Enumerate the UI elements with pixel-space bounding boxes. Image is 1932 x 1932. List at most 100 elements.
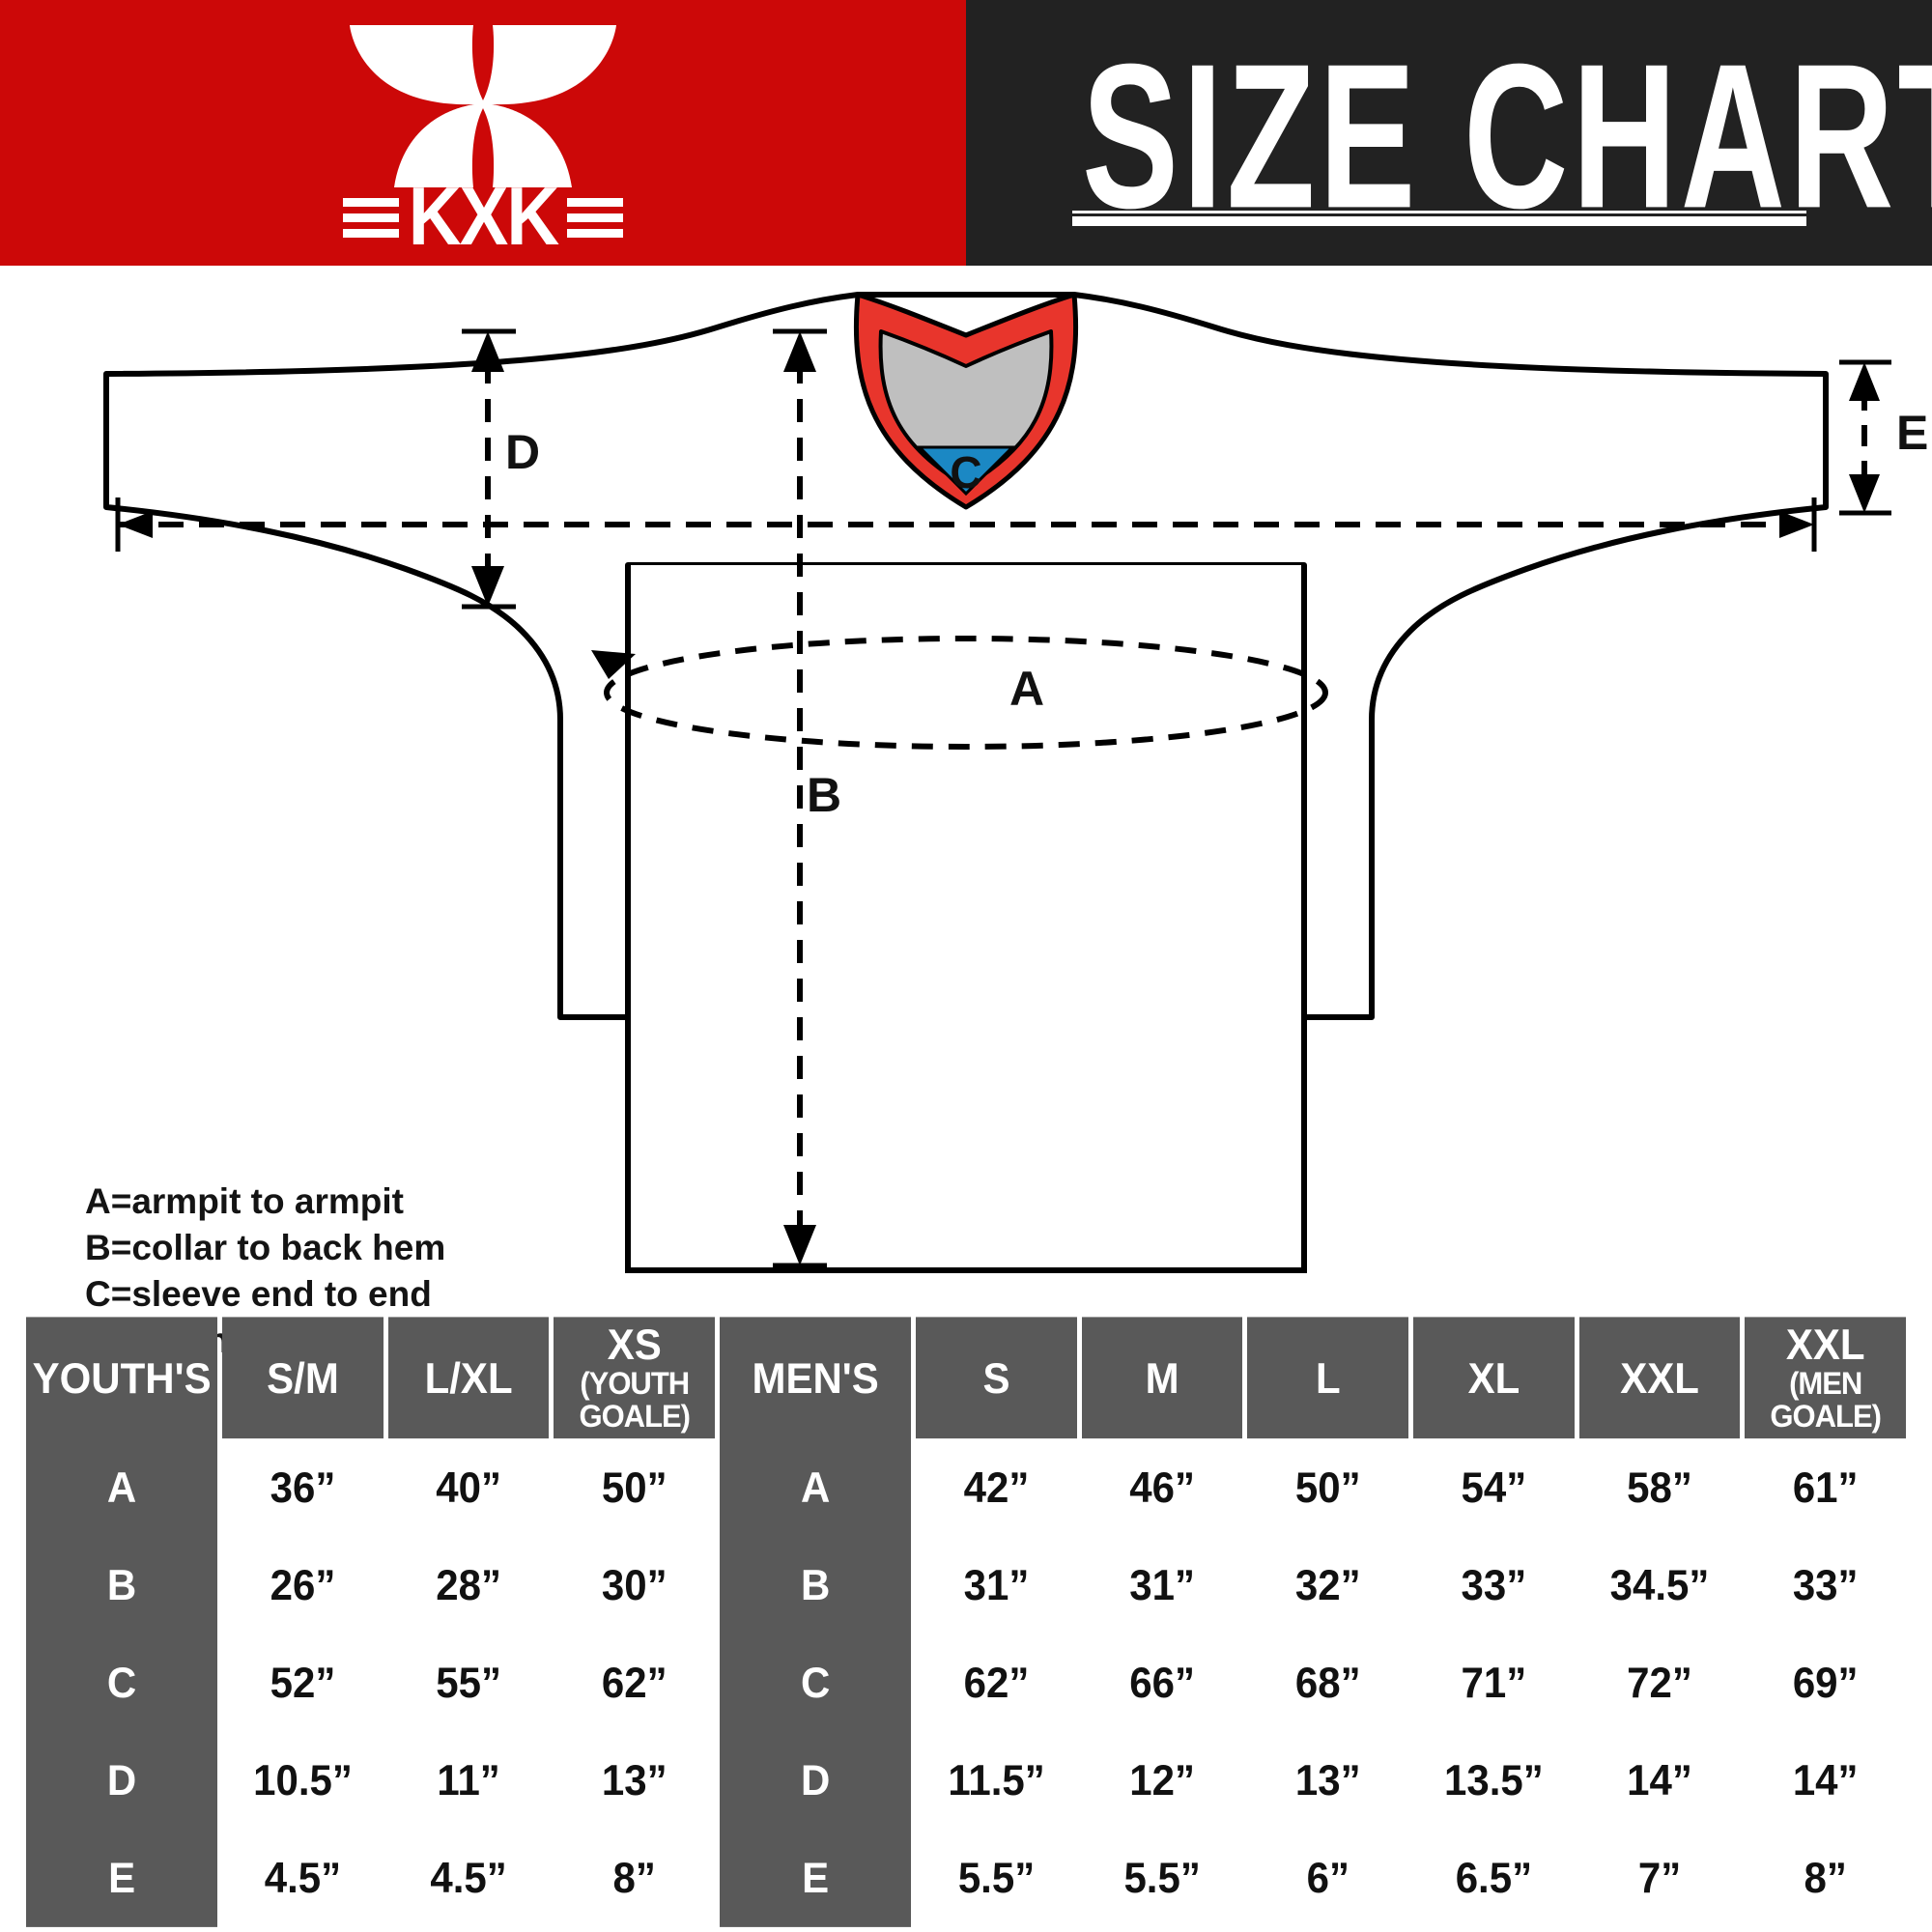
page-header: KXK SIZE CHART (0, 0, 1932, 266)
legend-line-a: A=armpit to armpit (85, 1181, 404, 1221)
table-row: E 4.5” 4.5” 8” E 5.5” 5.5” 6” 6.5” 7” 8” (26, 1829, 1906, 1927)
cell-mens-a-xxl-goale: 61” (1745, 1438, 1906, 1537)
marker-d: D (505, 425, 540, 479)
cell-mens-e-s: 5.5” (916, 1829, 1077, 1927)
cell-youth-c-lxl: 55” (387, 1634, 550, 1732)
cell-mens-e-l: 6” (1247, 1829, 1409, 1927)
cell-mens-e-xxl: 7” (1578, 1829, 1741, 1927)
cell-mens-a-s: 42” (916, 1438, 1077, 1537)
table-row: D 10.5” 11” 13” D 11.5” 12” 13” 13.5” 14… (26, 1731, 1906, 1830)
marker-c: C (950, 447, 981, 497)
row-label-mens-e: E (720, 1829, 912, 1927)
logo-wordmark: KXK (328, 176, 638, 258)
th-xxl: XXL (1578, 1317, 1741, 1440)
cell-youth-a-sm: 36” (222, 1438, 384, 1537)
title-panel: SIZE CHART (966, 0, 1932, 266)
hourglass-x-icon (328, 19, 638, 193)
cell-mens-b-l: 32” (1247, 1536, 1409, 1634)
cell-youth-b-xs: 30” (554, 1536, 716, 1634)
th-l: L (1247, 1317, 1409, 1440)
th-sm: S/M (222, 1317, 384, 1440)
size-table-wrap: YOUTH'S S/M L/XL XS (YOUTH GOALE) MEN'S … (21, 1316, 1911, 1929)
th-youths: YOUTH'S (26, 1317, 218, 1440)
cell-mens-e-xl: 6.5” (1413, 1829, 1575, 1927)
logo-bars-right (567, 197, 624, 238)
th-s: S (916, 1317, 1077, 1440)
cell-mens-b-xl: 33” (1413, 1536, 1575, 1634)
cell-mens-e-m: 5.5” (1081, 1829, 1243, 1927)
cell-youth-a-xs: 50” (554, 1438, 716, 1537)
cell-youth-c-xs: 62” (554, 1634, 716, 1732)
th-m: M (1081, 1317, 1243, 1440)
page-title: SIZE CHART (1082, 20, 1932, 251)
dim-a (591, 636, 1328, 750)
row-label-mens-c: C (720, 1634, 912, 1732)
dim-d (462, 328, 516, 610)
cell-youth-d-xs: 13” (554, 1731, 716, 1830)
th-lxl: L/XL (387, 1317, 550, 1440)
cell-youth-b-sm: 26” (222, 1536, 384, 1634)
marker-e: E (1896, 406, 1928, 460)
logo-text: KXK (408, 170, 559, 264)
cell-mens-a-xxl: 58” (1578, 1438, 1741, 1537)
marker-b: B (807, 768, 841, 822)
title-underline (1072, 211, 1806, 226)
row-label-youth-c: C (26, 1634, 218, 1732)
dim-c (115, 497, 1817, 552)
dim-b (773, 328, 827, 1268)
table-row: B 26” 28” 30” B 31” 31” 32” 33” 34.5” 33… (26, 1536, 1906, 1634)
marker-a: A (1009, 662, 1044, 716)
cell-youth-c-sm: 52” (222, 1634, 384, 1732)
cell-mens-a-xl: 54” (1413, 1438, 1575, 1537)
cell-mens-c-xxl: 72” (1578, 1634, 1741, 1732)
cell-mens-d-xl: 13.5” (1413, 1731, 1575, 1830)
row-label-mens-a: A (720, 1438, 912, 1537)
th-xs-youth-goale: XS (YOUTH GOALE) (554, 1317, 716, 1440)
cell-mens-a-l: 50” (1247, 1438, 1409, 1537)
cell-youth-d-lxl: 11” (387, 1731, 550, 1830)
row-label-youth-d: D (26, 1731, 218, 1830)
cell-mens-e-xxl-goale: 8” (1745, 1829, 1906, 1927)
th-xl: XL (1413, 1317, 1575, 1440)
cell-youth-b-lxl: 28” (387, 1536, 550, 1634)
logo-bars-left (342, 197, 399, 238)
cell-mens-c-xxl-goale: 69” (1745, 1634, 1906, 1732)
th-mens: MEN'S (720, 1317, 912, 1440)
cell-youth-a-lxl: 40” (387, 1438, 550, 1537)
cell-mens-b-m: 31” (1081, 1536, 1243, 1634)
cell-mens-c-xl: 71” (1413, 1634, 1575, 1732)
cell-mens-d-s: 11.5” (916, 1731, 1077, 1830)
table-row: C 52” 55” 62” C 62” 66” 68” 71” 72” 69” (26, 1634, 1906, 1732)
legend-line-c: C=sleeve end to end (85, 1274, 432, 1315)
dim-e (1839, 359, 1891, 516)
cell-mens-d-m: 12” (1081, 1731, 1243, 1830)
cell-youth-e-xs: 8” (554, 1829, 716, 1927)
row-label-youth-b: B (26, 1536, 218, 1634)
cell-mens-d-xxl: 14” (1578, 1731, 1741, 1830)
cell-youth-e-sm: 4.5” (222, 1829, 384, 1927)
cell-mens-b-xxl-goale: 33” (1745, 1536, 1906, 1634)
th-xxl-men-goale: XXL (MEN GOALE) (1745, 1317, 1906, 1440)
row-label-youth-a: A (26, 1438, 218, 1537)
cell-mens-c-m: 66” (1081, 1634, 1243, 1732)
cell-mens-b-s: 31” (916, 1536, 1077, 1634)
table-header-row: YOUTH'S S/M L/XL XS (YOUTH GOALE) MEN'S … (26, 1317, 1906, 1440)
cell-mens-d-l: 13” (1247, 1731, 1409, 1830)
jersey-diagram: C D E A B A=armpit to armpit B=collar to… (0, 266, 1932, 1406)
row-label-mens-b: B (720, 1536, 912, 1634)
cell-mens-a-m: 46” (1081, 1438, 1243, 1537)
page-title-wrap: SIZE CHART (1082, 33, 1932, 239)
cell-mens-b-xxl: 34.5” (1578, 1536, 1741, 1634)
table-row: A 36” 40” 50” A 42” 46” 50” 54” 58” 61” (26, 1438, 1906, 1537)
cell-youth-d-sm: 10.5” (222, 1731, 384, 1830)
legend-line-b: B=collar to back hem (85, 1228, 446, 1268)
cell-mens-c-s: 62” (916, 1634, 1077, 1732)
cell-youth-e-lxl: 4.5” (387, 1829, 550, 1927)
brand-panel: KXK (0, 0, 966, 266)
size-table: YOUTH'S S/M L/XL XS (YOUTH GOALE) MEN'S … (21, 1316, 1911, 1929)
row-label-mens-d: D (720, 1731, 912, 1830)
row-label-youth-e: E (26, 1829, 218, 1927)
kxk-logo: KXK (328, 19, 638, 258)
cell-mens-c-l: 68” (1247, 1634, 1409, 1732)
